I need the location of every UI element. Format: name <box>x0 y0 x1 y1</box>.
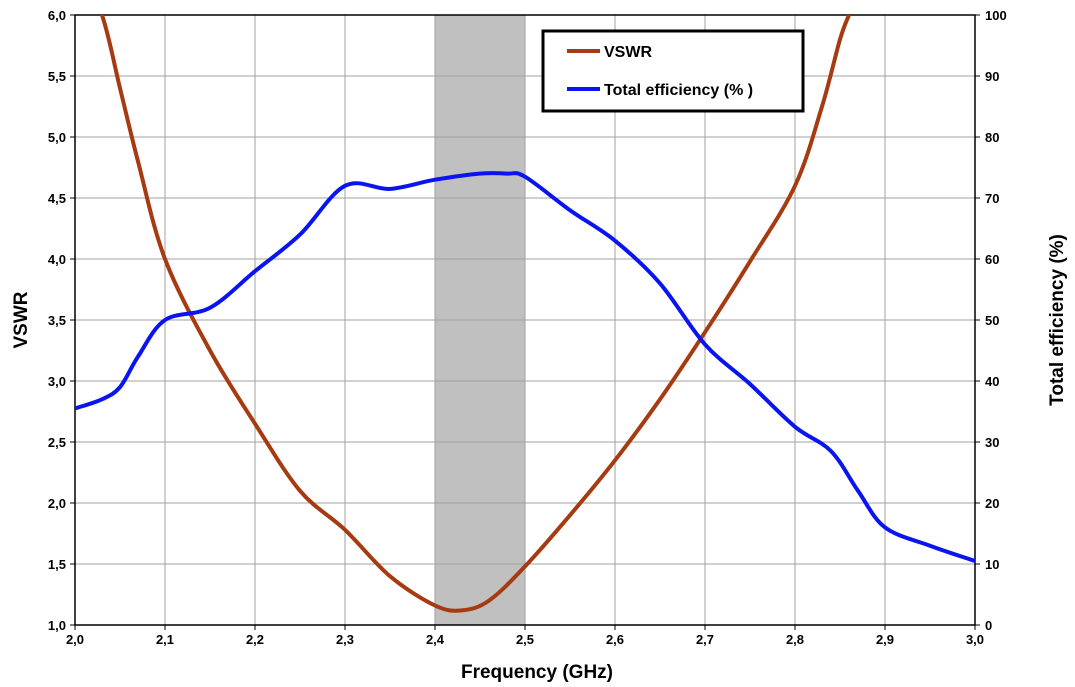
y-tick-label: 5,0 <box>48 130 66 145</box>
y2-tick-label: 60 <box>985 252 999 267</box>
y-tick-label: 6,0 <box>48 8 66 23</box>
y2-tick-label: 50 <box>985 313 999 328</box>
x-tick-label: 2,9 <box>876 632 894 647</box>
y-tick-label: 4,0 <box>48 252 66 267</box>
efficiency-line <box>75 171 975 563</box>
y2-tick-label: 80 <box>985 130 999 145</box>
y2-tick-label: 0 <box>985 618 992 633</box>
x-tick-label: 2,3 <box>336 632 354 647</box>
y-axis-title: VSWR <box>11 291 32 348</box>
x-tick-label: 2,6 <box>606 632 624 647</box>
y-tick-label: 4,5 <box>48 191 66 206</box>
y-tick-label: 1,0 <box>48 618 66 633</box>
grid-lines <box>74 14 976 626</box>
x-tick-label: 2,5 <box>516 632 534 647</box>
x-axis-ticks: 2,0 2,1 2,2 2,3 2,4 2,5 2,6 2,7 2,8 2,9 3,0 <box>66 625 984 647</box>
x-tick-label: 2,0 <box>66 632 84 647</box>
legend-label-vswr: VSWR <box>604 44 652 61</box>
y-tick-label: 3,0 <box>48 374 66 389</box>
vswr-line <box>99 15 851 613</box>
x-tick-label: 3,0 <box>966 632 984 647</box>
y-tick-label: 2,5 <box>48 435 66 450</box>
y2-tick-label: 70 <box>985 191 999 206</box>
y2-tick-label: 90 <box>985 69 999 84</box>
y2-tick-label: 40 <box>985 374 999 389</box>
y-tick-label: 1,5 <box>48 557 66 572</box>
series-lines <box>75 15 975 613</box>
y-tick-label: 3,5 <box>48 313 66 328</box>
x-axis-title: Frequency (GHz) <box>461 662 613 683</box>
x-tick-label: 2,1 <box>156 632 174 647</box>
y-axis-ticks: 1,0 1,5 2,0 2,5 3,0 3,5 4,0 4,5 5,0 5,5 6,0 <box>48 8 75 633</box>
y2-tick-label: 10 <box>985 557 999 572</box>
legend-box <box>541 29 805 113</box>
y2-axis-ticks: 0 10 20 30 40 50 60 70 80 90 100 <box>975 8 1007 633</box>
y-tick-label: 2,0 <box>48 496 66 511</box>
y2-tick-label: 30 <box>985 435 999 450</box>
x-tick-label: 2,8 <box>786 632 804 647</box>
y2-axis-title: Total efficiency (%) <box>1047 234 1068 406</box>
x-tick-label: 2,4 <box>426 632 445 647</box>
x-tick-label: 2,2 <box>246 632 264 647</box>
legend: VSWR Total efficiency (% ) <box>541 29 805 113</box>
legend-label-efficiency: Total efficiency (% ) <box>604 82 753 99</box>
y2-tick-label: 20 <box>985 496 999 511</box>
x-tick-label: 2,7 <box>696 632 714 647</box>
y-tick-label: 5,5 <box>48 69 66 84</box>
y2-tick-label: 100 <box>985 8 1007 23</box>
